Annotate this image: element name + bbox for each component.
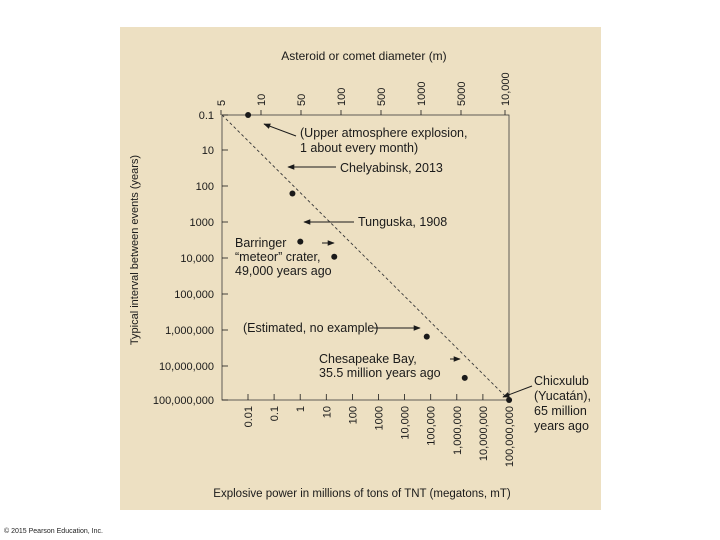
- top-axis-ticks: 5 10 50 100 500 1000 5000 10,000: [216, 72, 512, 115]
- impact-point: [461, 374, 468, 381]
- left-tick-label: 100,000,000: [153, 395, 214, 407]
- bottom-tick-label: 1,000,000: [452, 406, 464, 455]
- bottom-tick-label: 10,000: [400, 406, 412, 440]
- top-tick-label: 10,000: [500, 72, 512, 106]
- impact-label: Chicxulub (Yucatán), 65 million years ago: [534, 374, 591, 433]
- bottom-axis-ticks: 0.01 0.1 1 10 100 1000 10,000 100,000 1,000,000 1…: [243, 394, 516, 467]
- top-tick-label: 50: [296, 94, 308, 106]
- top-tick-label: 1000: [416, 82, 428, 106]
- top-tick-label: 5: [216, 100, 228, 106]
- top-tick-label: 5000: [456, 82, 468, 106]
- left-tick-label: 10,000: [180, 253, 214, 265]
- bottom-tick-label: 0.1: [269, 406, 281, 421]
- annotation-labels: (Upper atmosphere explosion, 1 about ever…: [235, 126, 591, 433]
- copyright-notice: © 2015 Pearson Education, Inc.: [4, 528, 103, 535]
- impact-label-line: (Estimated, no example): [243, 321, 378, 335]
- impact-label-line: 49,000 years ago: [235, 264, 332, 278]
- impact-label-line: Chicxulub: [534, 374, 589, 388]
- annotation-arrow: [502, 385, 533, 398]
- chart-panel: [120, 27, 601, 510]
- impact-label-line: (Upper atmosphere explosion,: [300, 126, 467, 140]
- data-points: [245, 112, 513, 403]
- impact-point: [297, 238, 304, 245]
- bottom-tick-label: 1: [295, 406, 307, 412]
- bottom-tick-label: 100,000: [426, 406, 438, 446]
- bottom-tick-label: 10: [321, 406, 333, 418]
- impact-label-line: “meteor” crater,: [235, 250, 320, 264]
- bottom-tick-label: 100: [347, 406, 359, 424]
- left-tick-label: 10,000,000: [159, 361, 214, 373]
- impact-point: [289, 190, 296, 197]
- impact-point: [331, 253, 338, 260]
- top-tick-label: 100: [336, 88, 348, 106]
- plot-frame: [221, 114, 510, 401]
- annotation-arrow: [263, 123, 297, 137]
- top-tick-label: 500: [376, 88, 388, 106]
- impact-label-line: 35.5 million years ago: [319, 366, 441, 380]
- impact-label-line: (Yucatán),: [534, 389, 591, 403]
- impact-label-line: 1 about every month): [300, 141, 418, 155]
- impact-label: Barringer “meteor” crater, 49,000 years ag…: [235, 236, 332, 278]
- left-tick-label: 1000: [190, 217, 214, 229]
- impact-label: Chesapeake Bay, 35.5 million years ago: [319, 352, 441, 380]
- left-tick-label: 100,000: [174, 289, 214, 301]
- impact-label-line: Chesapeake Bay,: [319, 352, 417, 366]
- left-axis-title: Typical interval between events (years): [129, 155, 141, 345]
- annotation-arrows: [263, 123, 533, 398]
- left-tick-label: 1,000,000: [165, 325, 214, 337]
- left-axis-ticks: 0.1 10 100 1000 10,000 100,000 1,000,000 10,000…: [153, 110, 228, 407]
- bottom-tick-label: 0.01: [243, 406, 255, 427]
- impact-point: [423, 333, 430, 340]
- top-tick-label: 10: [256, 94, 268, 106]
- impact-point: [506, 397, 513, 403]
- impact-label-line: years ago: [534, 419, 589, 433]
- left-tick-label: 10: [202, 145, 214, 157]
- bottom-axis-title: Explosive power in millions of tons of T…: [213, 488, 511, 500]
- bottom-tick-label: 1000: [374, 406, 386, 430]
- left-tick-label: 0.1: [199, 110, 214, 122]
- impact-label-line: Chelyabinsk, 2013: [340, 161, 443, 175]
- impact-label: Chelyabinsk, 2013: [340, 161, 443, 175]
- top-axis-title: Asteroid or comet diameter (m): [281, 49, 446, 63]
- impact-label-line: Tunguska, 1908: [358, 215, 447, 229]
- left-tick-label: 100: [196, 181, 214, 193]
- impact-label-line: Barringer: [235, 236, 286, 250]
- impact-label: (Estimated, no example): [243, 321, 378, 335]
- impact-label: Tunguska, 1908: [358, 215, 447, 229]
- bottom-tick-label: 10,000,000: [478, 406, 490, 461]
- trend-line: [221, 114, 510, 401]
- impact-label: (Upper atmosphere explosion, 1 about ever…: [300, 126, 467, 155]
- impact-label-line: 65 million: [534, 404, 587, 418]
- bottom-tick-label: 100,000,000: [504, 406, 516, 467]
- impact-point: [245, 112, 252, 118]
